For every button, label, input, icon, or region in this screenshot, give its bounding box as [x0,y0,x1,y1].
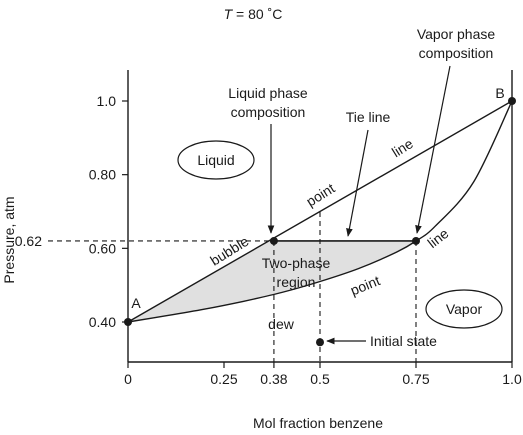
y-axis-label: Pressure, atm [1,196,17,283]
point-vapor-composition [412,236,420,245]
chart-title: T = 80 ˚C [224,6,283,22]
point-word-bottom: point [348,272,382,298]
point-B [508,97,516,105]
y-tick-label-1: 0.60 [89,240,116,256]
point-liquid-composition [269,236,278,245]
initial-state-label: Initial state [370,333,437,349]
point-A [124,318,132,326]
liquid-phase-label-1: Liquid phase [228,85,308,101]
liquid-region-label: Liquid [197,152,234,168]
vapor-region-label: Vapor [446,301,483,317]
y-tick-label-2: 0.80 [89,167,116,183]
dew-word: dew [268,316,295,332]
tie-line-arrow [346,129,369,237]
x-tick-label-4: 0.75 [402,371,429,387]
liquid-phase-label-2: composition [231,104,306,120]
line-word-top: line [389,135,416,160]
point-initial-state [316,338,324,347]
x-tick-label-0: 0 [124,371,132,387]
two-phase-label-2: region [277,274,316,290]
x-tick-label-1: 0.25 [210,371,237,387]
x-tick-label-3: 0.5 [310,371,330,387]
vapor-phase-label-1: Vapor phase [417,26,496,42]
y-tick-label-0: 0.40 [89,314,116,330]
x-tick-label-2: 0.38 [260,371,287,387]
line-word-bottom: line [424,225,451,251]
point-label-B: B [495,85,504,101]
vapor-phase-arrow [415,65,451,234]
x-axis-label: Mol fraction benzene [253,415,383,431]
dew-point-line [127,100,513,323]
two-phase-label-1: Two-phase [262,255,331,271]
two-phase-region-fill [128,238,416,322]
y-tick-label-3: 1.0 [97,93,117,109]
vapor-phase-label-2: composition [419,45,494,61]
liquid-region-ellipse [177,140,255,180]
point-label-A: A [131,295,141,311]
vapor-region-ellipse [425,289,503,329]
bubble-point-line [127,100,513,323]
y-marker-label: 0.62 [15,233,42,249]
x-tick-label-5: 1.0 [502,371,522,387]
tie-line-label: Tie line [346,109,391,125]
